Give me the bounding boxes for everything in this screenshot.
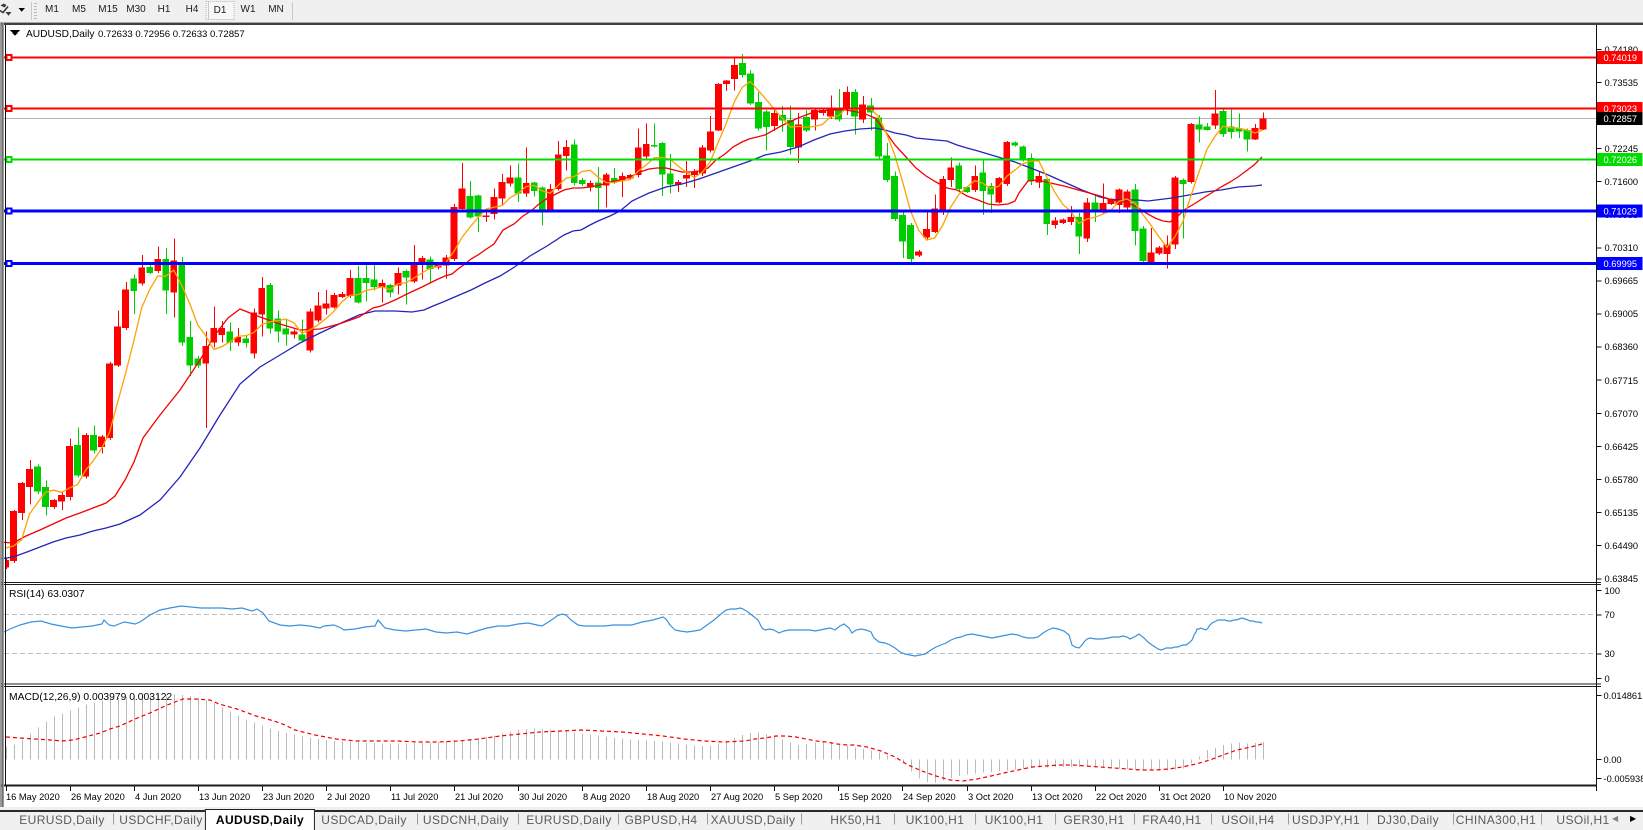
svg-text:0.67070: 0.67070 [1605,409,1639,419]
svg-text:0.69005: 0.69005 [1605,309,1639,319]
svg-text:0.72245: 0.72245 [1605,144,1639,154]
svg-text:0.70310: 0.70310 [1605,243,1639,253]
svg-text:0.73535: 0.73535 [1605,78,1639,88]
svg-text:30: 30 [1605,649,1615,659]
svg-text:16 May 2020: 16 May 2020 [6,792,60,802]
svg-text:0.014861: 0.014861 [1604,691,1643,701]
svg-text:100: 100 [1605,586,1621,596]
svg-text:5 Sep 2020: 5 Sep 2020 [775,792,823,802]
svg-text:18 Aug 2020: 18 Aug 2020 [647,792,699,802]
svg-text:13 Jun 2020: 13 Jun 2020 [199,792,250,802]
svg-text:0.67715: 0.67715 [1605,376,1639,386]
svg-text:0.73023: 0.73023 [1604,104,1638,114]
svg-text:MACD(12,26,9) 0.003979 0.00312: MACD(12,26,9) 0.003979 0.003122 [9,692,172,703]
svg-text:0.72026: 0.72026 [1604,155,1638,165]
svg-text:0.00: 0.00 [1604,755,1622,765]
svg-text:26 May 2020: 26 May 2020 [71,792,125,802]
svg-text:0.69995: 0.69995 [1604,259,1638,269]
svg-text:-0.005938: -0.005938 [1604,774,1643,784]
svg-text:27 Aug 2020: 27 Aug 2020 [711,792,763,802]
svg-text:70: 70 [1605,610,1615,620]
svg-text:0.72633 0.72956 0.72633 0.7285: 0.72633 0.72956 0.72633 0.72857 [98,29,245,40]
svg-text:15 Sep 2020: 15 Sep 2020 [839,792,892,802]
svg-text:10 Nov 2020: 10 Nov 2020 [1224,792,1277,802]
svg-text:0.71600: 0.71600 [1605,177,1639,187]
svg-text:23 Jun 2020: 23 Jun 2020 [263,792,314,802]
svg-text:30 Jul 2020: 30 Jul 2020 [519,792,567,802]
svg-text:0.69665: 0.69665 [1605,276,1639,286]
svg-text:0.71029: 0.71029 [1604,206,1638,216]
svg-text:0.65780: 0.65780 [1605,475,1639,485]
svg-text:0.68360: 0.68360 [1605,342,1639,352]
svg-text:0.65135: 0.65135 [1605,508,1639,518]
svg-text:0.64490: 0.64490 [1605,541,1639,551]
svg-text:0.74019: 0.74019 [1604,53,1638,63]
svg-text:0.63845: 0.63845 [1605,574,1639,584]
svg-text:21 Jul 2020: 21 Jul 2020 [455,792,503,802]
svg-text:11 Jul 2020: 11 Jul 2020 [391,792,438,802]
svg-text:AUDUSD,Daily: AUDUSD,Daily [26,29,95,40]
svg-text:0: 0 [1605,674,1610,684]
svg-text:24 Sep 2020: 24 Sep 2020 [903,792,956,802]
svg-text:RSI(14) 63.0307: RSI(14) 63.0307 [9,589,85,600]
svg-text:4 Jun 2020: 4 Jun 2020 [135,792,181,802]
svg-text:13 Oct 2020: 13 Oct 2020 [1032,792,1083,802]
svg-text:31 Oct 2020: 31 Oct 2020 [1160,792,1211,802]
svg-text:2 Jul 2020: 2 Jul 2020 [327,792,370,802]
svg-text:3 Oct 2020: 3 Oct 2020 [968,792,1013,802]
svg-text:8 Aug 2020: 8 Aug 2020 [583,792,630,802]
svg-text:0.72857: 0.72857 [1604,114,1638,124]
svg-text:0.74180: 0.74180 [1605,45,1639,55]
svg-text:22 Oct 2020: 22 Oct 2020 [1096,792,1147,802]
svg-text:0.66425: 0.66425 [1605,442,1639,452]
